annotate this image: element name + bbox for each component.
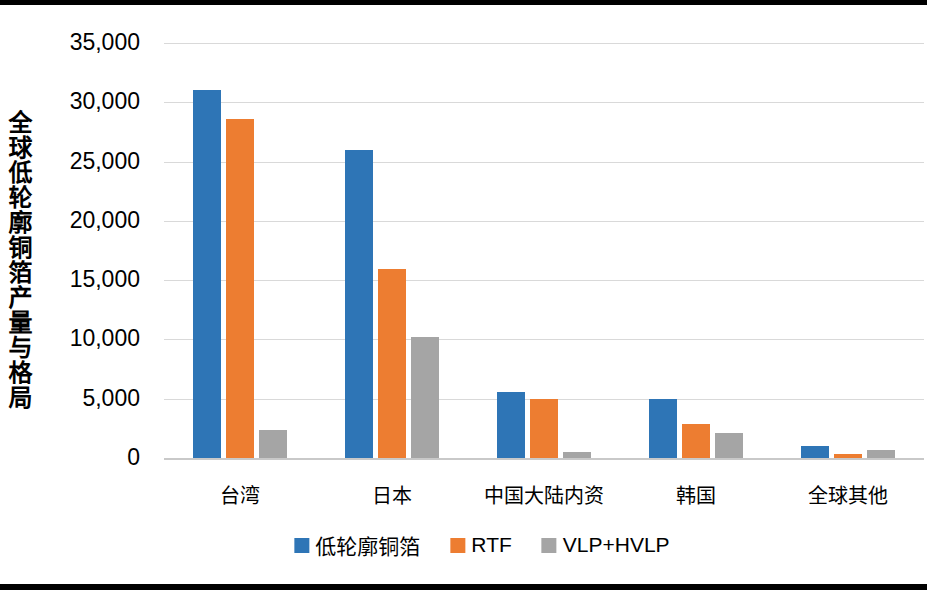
legend-label: 低轮廓铜箔 — [315, 530, 420, 560]
gridline — [164, 102, 924, 103]
bar — [378, 269, 406, 458]
bar — [801, 446, 829, 458]
legend-item: VLP+HVLP — [542, 533, 670, 557]
bar — [193, 90, 221, 458]
bar — [563, 452, 591, 458]
bar — [834, 454, 862, 458]
bar — [345, 150, 373, 458]
gridline — [164, 43, 924, 44]
bar — [497, 392, 525, 458]
bar — [226, 119, 254, 458]
legend-swatch — [294, 538, 309, 553]
bar — [530, 399, 558, 458]
y-axis-title: 全球低轮廓铜箔产量与格局 — [6, 110, 30, 410]
gridline — [164, 162, 924, 163]
bottom-border-line — [0, 584, 927, 590]
bar — [259, 430, 287, 458]
legend-label: VLP+HVLP — [563, 533, 670, 557]
y-tick-label: 0 — [45, 444, 140, 471]
legend-item: 低轮廓铜箔 — [294, 530, 420, 560]
gridline — [164, 280, 924, 281]
gridline — [164, 221, 924, 222]
y-tick-label: 5,000 — [45, 385, 140, 412]
legend-swatch — [450, 538, 465, 553]
chart-canvas: 全球低轮廓铜箔产量与格局 0 5,000 10,000 15,000 20,000 25,… — [0, 0, 927, 592]
x-axis-line — [164, 458, 924, 460]
category-label: 全球其他 — [763, 480, 927, 509]
category-label: 韩国 — [611, 480, 781, 509]
legend-label: RTF — [471, 533, 511, 557]
top-border-line — [0, 0, 927, 5]
bar — [682, 424, 710, 458]
legend-swatch — [542, 538, 557, 553]
y-tick-label: 35,000 — [45, 29, 140, 56]
bar — [715, 433, 743, 458]
legend: 低轮廓铜箔 RTF VLP+HVLP — [294, 530, 669, 560]
gridline — [164, 339, 924, 340]
category-label: 中国大陆内资 — [459, 480, 629, 509]
y-tick-label: 20,000 — [45, 207, 140, 234]
bar — [867, 450, 895, 458]
y-tick-label: 10,000 — [45, 325, 140, 352]
bar — [649, 399, 677, 458]
y-tick-label: 30,000 — [45, 88, 140, 115]
legend-item: RTF — [450, 533, 511, 557]
y-tick-label: 25,000 — [45, 148, 140, 175]
category-label: 日本 — [307, 480, 477, 509]
category-label: 台湾 — [155, 480, 325, 509]
bar — [411, 337, 439, 458]
y-tick-label: 15,000 — [45, 266, 140, 293]
